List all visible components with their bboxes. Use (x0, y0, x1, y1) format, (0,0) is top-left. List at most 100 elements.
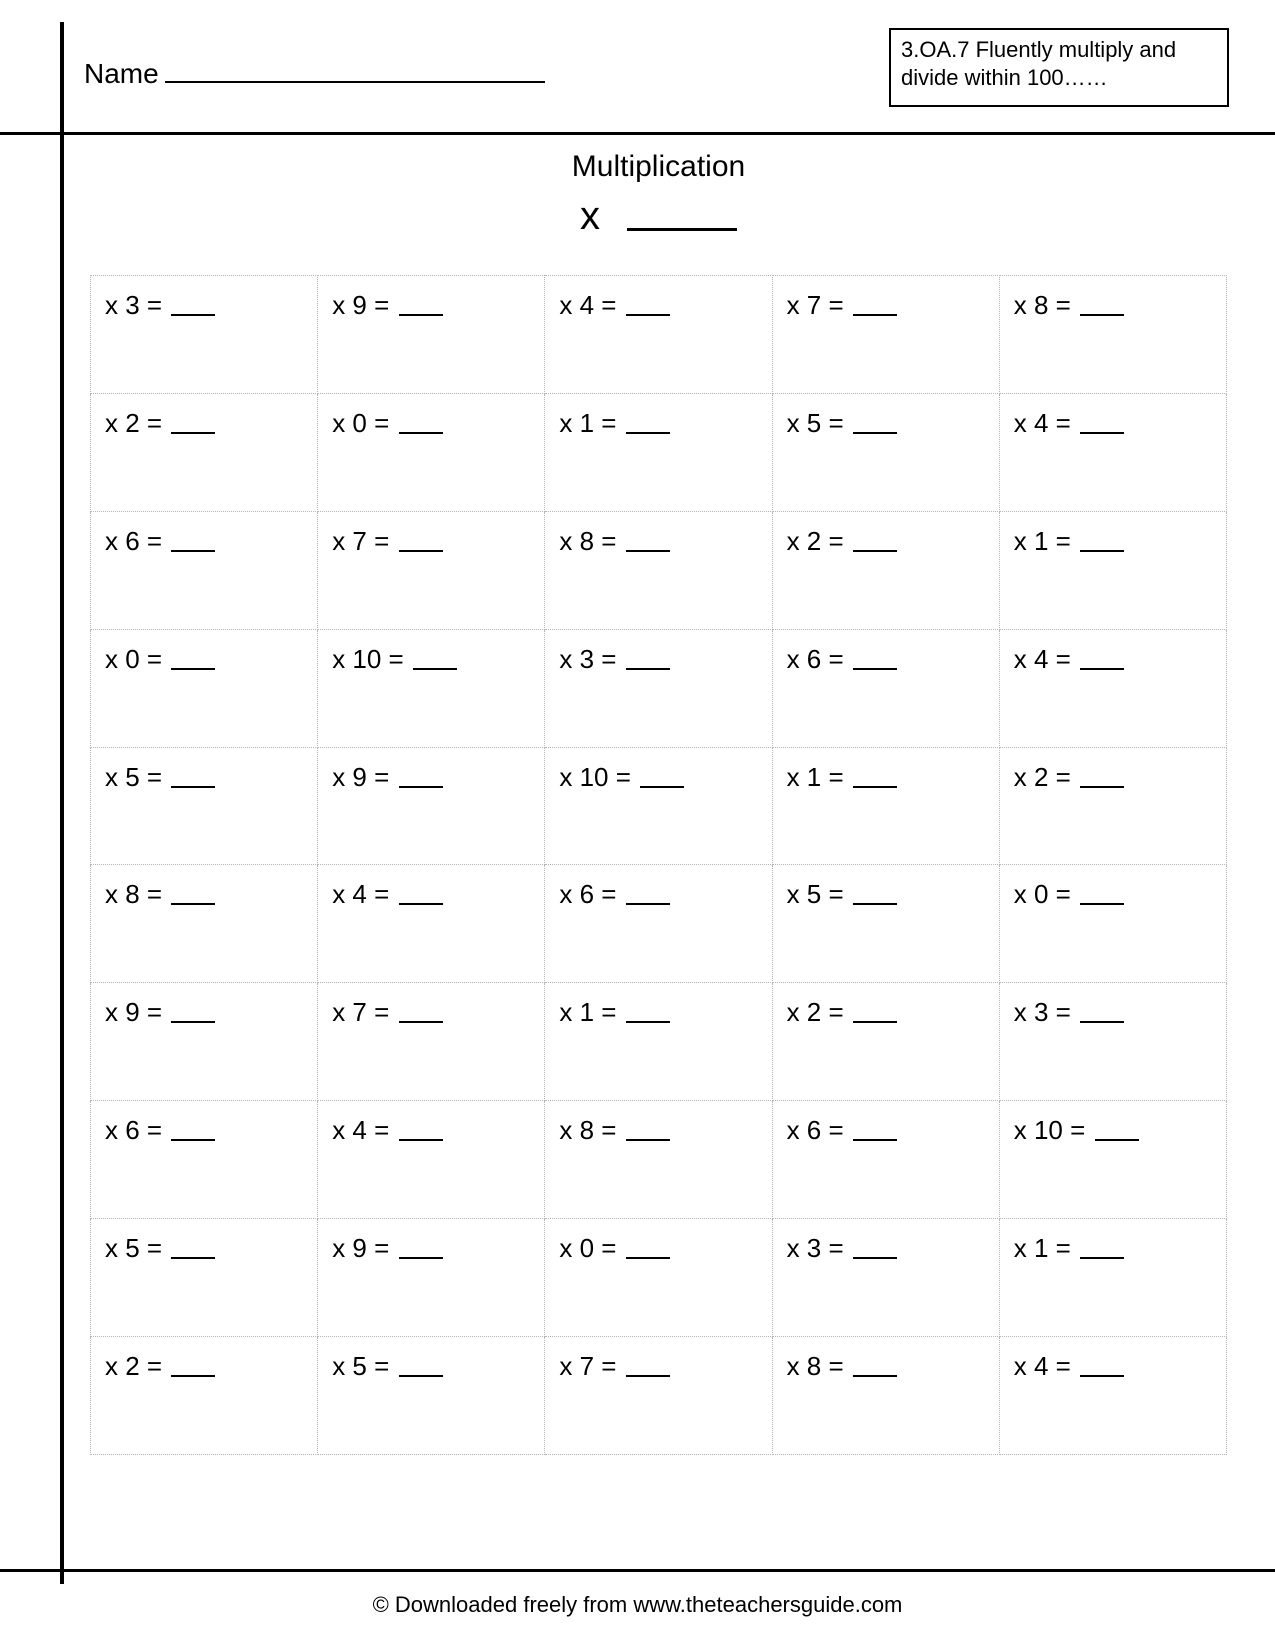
problem-row: x 3 = x 9 = x 4 = x 7 = x 8 = (91, 276, 1227, 394)
problem-cell: x 8 = (545, 1101, 772, 1219)
answer-blank[interactable] (853, 1139, 897, 1141)
problem-cell: x 9 = (318, 747, 545, 865)
answer-blank[interactable] (399, 1139, 443, 1141)
problem-cell: x 3 = (545, 629, 772, 747)
answer-blank[interactable] (853, 668, 897, 670)
problem-cell: x 9 = (91, 983, 318, 1101)
problem-cell: x 7 = (318, 511, 545, 629)
answer-blank[interactable] (399, 1257, 443, 1259)
answer-blank[interactable] (1080, 1257, 1124, 1259)
answer-blank[interactable] (626, 432, 670, 434)
problem-row: x 2 = x 5 = x 7 = x 8 = x 4 = (91, 1337, 1227, 1455)
answer-blank[interactable] (171, 314, 215, 316)
problem-text: x 4 = (1014, 408, 1124, 438)
answer-blank[interactable] (171, 550, 215, 552)
answer-blank[interactable] (1080, 903, 1124, 905)
problem-cell: x 7 = (772, 276, 999, 394)
answer-blank[interactable] (171, 1139, 215, 1141)
answer-blank[interactable] (171, 1257, 215, 1259)
worksheet-title: Multiplication (90, 150, 1227, 184)
answer-blank[interactable] (626, 1257, 670, 1259)
problem-cell: x 8 = (772, 1337, 999, 1455)
bottom-rule (0, 1569, 1275, 1572)
problem-cell: x 7 = (318, 983, 545, 1101)
problem-text: x 0 = (1014, 879, 1124, 909)
multiplier-blank[interactable] (627, 228, 737, 231)
answer-blank[interactable] (171, 786, 215, 788)
answer-blank[interactable] (626, 903, 670, 905)
problem-text: x 1 = (559, 408, 669, 438)
answer-blank[interactable] (1080, 314, 1124, 316)
answer-blank[interactable] (853, 1257, 897, 1259)
problem-text: x 6 = (787, 1115, 897, 1145)
answer-blank[interactable] (640, 786, 684, 788)
answer-blank[interactable] (399, 432, 443, 434)
answer-blank[interactable] (853, 903, 897, 905)
answer-blank[interactable] (853, 314, 897, 316)
problem-text: x 6 = (559, 879, 669, 909)
header-row: Name 3.OA.7 Fluently multiply and divide… (40, 28, 1235, 107)
problem-cell: x 1 = (999, 1219, 1226, 1337)
answer-blank[interactable] (1080, 668, 1124, 670)
answer-blank[interactable] (1080, 550, 1124, 552)
answer-blank[interactable] (853, 786, 897, 788)
problem-text: x 6 = (787, 644, 897, 674)
answer-blank[interactable] (399, 1375, 443, 1377)
answer-blank[interactable] (413, 668, 457, 670)
answer-blank[interactable] (853, 432, 897, 434)
problem-text: x 7 = (332, 526, 442, 556)
problem-row: x 2 = x 0 = x 1 = x 5 = x 4 = (91, 393, 1227, 511)
problem-cell: x 3 = (772, 1219, 999, 1337)
footer-text: © Downloaded freely from www.theteachers… (0, 1592, 1275, 1618)
answer-blank[interactable] (626, 314, 670, 316)
problem-cell: x 5 = (91, 1219, 318, 1337)
answer-blank[interactable] (1080, 786, 1124, 788)
problem-cell: x 4 = (545, 276, 772, 394)
answer-blank[interactable] (171, 1375, 215, 1377)
problem-text: x 5 = (332, 1351, 442, 1381)
problem-cell: x 8 = (91, 865, 318, 983)
problem-text: x 9 = (332, 290, 442, 320)
problem-cell: x 6 = (91, 1101, 318, 1219)
answer-blank[interactable] (399, 314, 443, 316)
problem-cell: x 10 = (999, 1101, 1226, 1219)
answer-blank[interactable] (399, 550, 443, 552)
problem-row: x 5 = x 9 = x 10 = x 1 = x 2 = (91, 747, 1227, 865)
problem-text: x 9 = (332, 1233, 442, 1263)
problem-text: x 1 = (787, 762, 897, 792)
answer-blank[interactable] (399, 903, 443, 905)
problem-text: x 8 = (105, 879, 215, 909)
problem-cell: x 4 = (318, 1101, 545, 1219)
problem-text: x 4 = (559, 290, 669, 320)
problem-cell: x 5 = (318, 1337, 545, 1455)
problem-text: x 10 = (1014, 1115, 1139, 1145)
problem-cell: x 5 = (772, 393, 999, 511)
problem-row: x 6 = x 4 = x 8 = x 6 = x 10 = (91, 1101, 1227, 1219)
answer-blank[interactable] (626, 550, 670, 552)
answer-blank[interactable] (1080, 432, 1124, 434)
answer-blank[interactable] (399, 786, 443, 788)
answer-blank[interactable] (853, 1021, 897, 1023)
answer-blank[interactable] (626, 1021, 670, 1023)
answer-blank[interactable] (171, 1021, 215, 1023)
problem-cell: x 4 = (999, 393, 1226, 511)
name-blank-line[interactable] (165, 59, 545, 83)
answer-blank[interactable] (626, 1375, 670, 1377)
answer-blank[interactable] (171, 903, 215, 905)
answer-blank[interactable] (399, 1021, 443, 1023)
answer-blank[interactable] (1095, 1139, 1139, 1141)
problem-cell: x 9 = (318, 1219, 545, 1337)
problem-text: x 6 = (105, 1115, 215, 1145)
problem-cell: x 6 = (545, 865, 772, 983)
answer-blank[interactable] (853, 550, 897, 552)
problem-cell: x 3 = (91, 276, 318, 394)
answer-blank[interactable] (1080, 1021, 1124, 1023)
problem-text: x 3 = (1014, 997, 1124, 1027)
problem-text: x 8 = (1014, 290, 1124, 320)
answer-blank[interactable] (171, 668, 215, 670)
answer-blank[interactable] (1080, 1375, 1124, 1377)
answer-blank[interactable] (171, 432, 215, 434)
answer-blank[interactable] (626, 668, 670, 670)
answer-blank[interactable] (626, 1139, 670, 1141)
answer-blank[interactable] (853, 1375, 897, 1377)
